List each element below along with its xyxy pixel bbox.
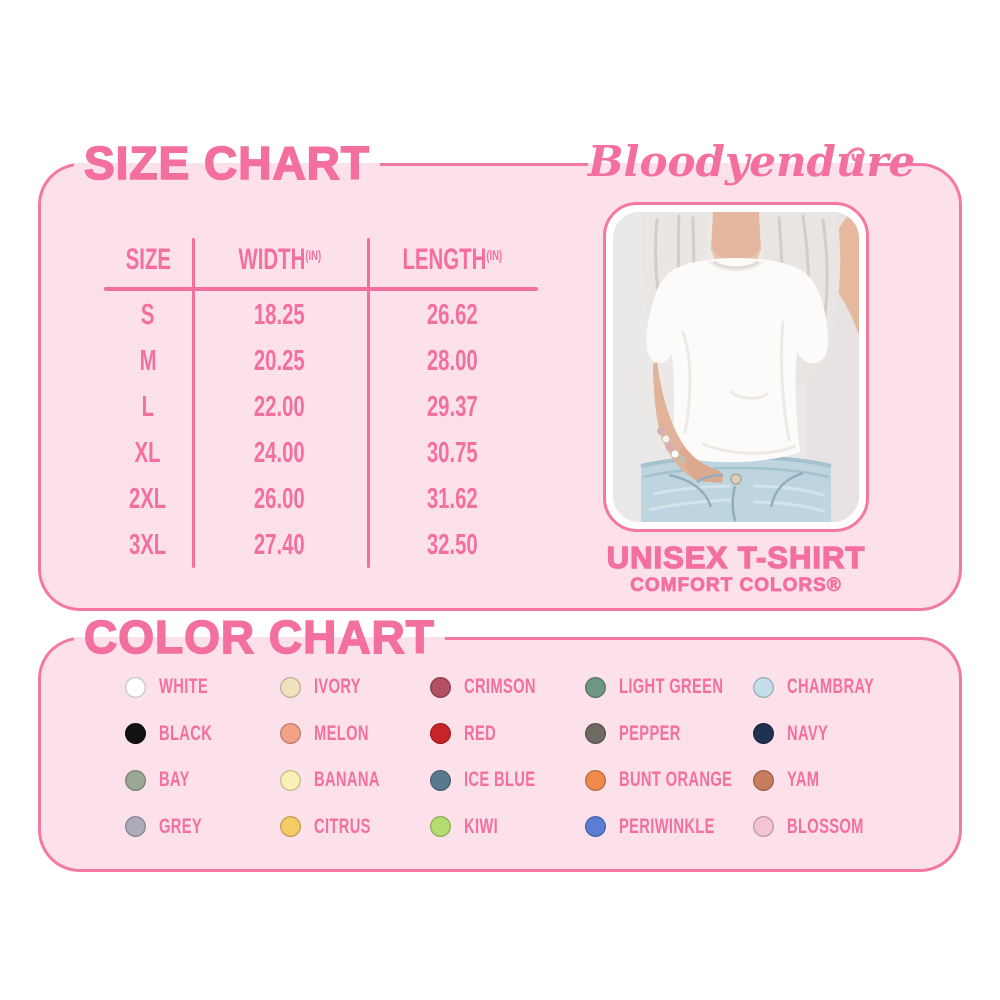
- size-table-header-cell: SIZE: [125, 243, 171, 276]
- swatch-label: BAY: [159, 768, 190, 792]
- swatch-circle-icon: [585, 723, 606, 745]
- size-table-cell: 32.50: [427, 528, 478, 561]
- brand-name: Bloodyendure: [588, 133, 915, 191]
- color-swatch: WHITE: [122, 664, 277, 711]
- size-table-header-row: SIZE WIDTH(IN) LENGTH(IN): [104, 236, 538, 284]
- color-swatch: MELON: [277, 711, 427, 758]
- color-chart-panel: [38, 637, 962, 872]
- swatch-label: CHAMBRAY: [787, 675, 875, 699]
- swatch-label: CITRUS: [314, 814, 371, 838]
- color-swatch: BLACK: [122, 711, 277, 758]
- size-table-cell: 24.00: [254, 436, 305, 469]
- color-swatch: KIWI: [427, 804, 582, 851]
- size-table-cell: 26.00: [254, 482, 305, 515]
- size-table-divider: [192, 238, 195, 568]
- swatch-label: BUNT ORANGE: [619, 768, 733, 792]
- swatch-circle-icon: [753, 816, 774, 838]
- color-swatch: BLOSSOM: [750, 804, 927, 851]
- swatch-circle-icon: [280, 676, 301, 698]
- swatch-circle-icon: [585, 676, 606, 698]
- swatch-circle-icon: [280, 769, 301, 791]
- swatch-label: BLOSSOM: [787, 814, 864, 838]
- model-photo-illustration: [613, 212, 859, 522]
- size-table-header-underline: [104, 287, 538, 291]
- color-swatch: CHAMBRAY: [750, 664, 927, 711]
- swatch-label: PERIWINKLE: [619, 814, 715, 838]
- swatch-circle-icon: [753, 723, 774, 745]
- swatch-circle-icon: [430, 816, 451, 838]
- color-swatch: CRIMSON: [427, 664, 582, 711]
- swatch-label: NAVY: [787, 721, 829, 745]
- color-swatch: CITRUS: [277, 804, 427, 851]
- color-swatch: PEPPER: [582, 711, 750, 758]
- product-name: UNISEX T-SHIRT: [606, 539, 866, 575]
- swatch-label: PEPPER: [619, 721, 681, 745]
- color-swatch: GREY: [122, 804, 277, 851]
- swatch-circle-icon: [280, 723, 301, 745]
- swatch-circle-icon: [430, 769, 451, 791]
- size-table-cell: 27.40: [254, 528, 305, 561]
- color-chart-title: COLOR CHART: [74, 610, 445, 664]
- swatch-label: IVORY: [314, 675, 361, 699]
- size-table-header-cell: WIDTH(IN): [238, 243, 321, 276]
- size-table-cell: S: [141, 298, 155, 331]
- size-table-cell: 28.00: [427, 344, 478, 377]
- swatch-circle-icon: [125, 723, 146, 745]
- swatch-circle-icon: [430, 723, 451, 745]
- swatch-label: BANANA: [314, 768, 380, 792]
- size-table-cell: 3XL: [129, 528, 167, 561]
- color-swatch: RED: [427, 711, 582, 758]
- swatch-label: GREY: [159, 814, 203, 838]
- flourish-curl-icon: [845, 147, 865, 162]
- swatch-circle-icon: [585, 816, 606, 838]
- size-table-header-cell: LENGTH(IN): [402, 243, 503, 276]
- swatch-label: CRIMSON: [464, 675, 536, 699]
- size-table-cell: 26.62: [427, 298, 478, 331]
- swatch-label: YAM: [787, 768, 820, 792]
- swatch-circle-icon: [280, 816, 301, 838]
- swatch-label: LIGHT GREEN: [619, 675, 724, 699]
- color-swatch: ICE BLUE: [427, 757, 582, 804]
- product-line: COMFORT COLORS®: [630, 575, 842, 597]
- size-table-cell: 18.25: [254, 298, 305, 331]
- swatch-label: ICE BLUE: [464, 768, 536, 792]
- color-swatch: NAVY: [750, 711, 927, 758]
- swatch-label: MELON: [314, 721, 369, 745]
- size-table-body: S 18.25 26.62 M 20.25 28.00 L 22.00 29.37 XL 24.00…: [104, 292, 538, 568]
- color-swatch: BANANA: [277, 757, 427, 804]
- product-photo-frame: [603, 202, 869, 532]
- size-chart-title: SIZE CHART: [74, 136, 380, 190]
- swatch-circle-icon: [430, 676, 451, 698]
- color-swatch-grid: WHITE IVORY CRIMSON LIGHT GREEN CHAMBRAY BLAC…: [122, 664, 927, 851]
- swatch-circle-icon: [125, 676, 146, 698]
- color-swatch: LIGHT GREEN: [582, 664, 750, 711]
- color-swatch: PERIWINKLE: [582, 804, 750, 851]
- size-table-cell: 22.00: [254, 390, 305, 423]
- size-table-cell: 20.25: [254, 344, 305, 377]
- size-table-cell: 29.37: [427, 390, 478, 423]
- swatch-circle-icon: [753, 676, 774, 698]
- size-table-cell: L: [141, 390, 155, 423]
- swatch-circle-icon: [585, 769, 606, 791]
- color-swatch: BUNT ORANGE: [582, 757, 750, 804]
- color-swatch: BAY: [122, 757, 277, 804]
- size-table-cell: 2XL: [129, 482, 167, 515]
- size-table-cell: 30.75: [427, 436, 478, 469]
- swatch-circle-icon: [125, 816, 146, 838]
- size-table-cell: 31.62: [427, 482, 478, 515]
- color-swatch: YAM: [750, 757, 927, 804]
- size-table-cell: M: [139, 344, 157, 377]
- swatch-label: BLACK: [159, 721, 213, 745]
- swatch-label: WHITE: [159, 675, 209, 699]
- color-swatch: IVORY: [277, 664, 427, 711]
- size-table-divider: [367, 238, 370, 568]
- swatch-label: KIWI: [464, 814, 499, 838]
- swatch-circle-icon: [753, 769, 774, 791]
- swatch-label: RED: [464, 721, 497, 745]
- swatch-circle-icon: [125, 769, 146, 791]
- product-photo: [613, 212, 859, 522]
- size-table-cell: XL: [135, 436, 161, 469]
